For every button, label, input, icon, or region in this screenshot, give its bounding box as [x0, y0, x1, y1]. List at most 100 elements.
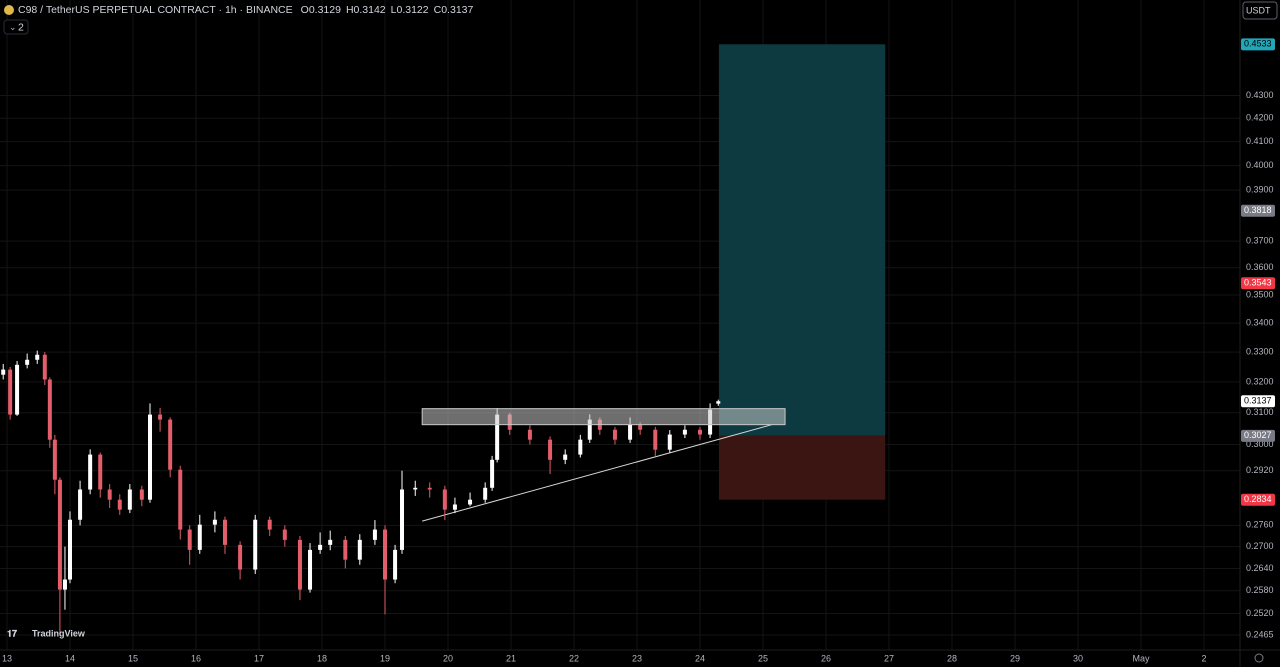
ohlc-values: O 0.3129 H 0.3142 L 0.3122 C 0.3137	[301, 4, 474, 16]
candle-body	[148, 414, 153, 500]
price-tag-label: 0.3543	[1244, 278, 1272, 288]
candle-body	[667, 434, 672, 450]
y-tick-label: 0.3100	[1246, 407, 1274, 417]
x-tick-label: May	[1133, 653, 1151, 663]
candles	[1, 350, 786, 635]
price-tag-label: 0.4533	[1244, 39, 1272, 49]
y-tick-label: 0.2700	[1246, 541, 1274, 551]
candle-body	[308, 549, 313, 590]
price-tag-label: 0.2834	[1244, 494, 1272, 504]
candle-body	[682, 429, 687, 435]
x-tick-label: 17	[254, 653, 264, 663]
y-tick-label: 0.2520	[1246, 608, 1274, 618]
x-tick-label: 18	[317, 653, 327, 663]
profit-zone	[718, 44, 886, 436]
price-tag	[1241, 204, 1275, 217]
x-tick-label: 30	[1073, 653, 1083, 663]
candle-body	[178, 469, 183, 530]
price-tag	[1241, 493, 1275, 506]
price-tag	[1241, 429, 1275, 442]
candle-body	[698, 429, 703, 435]
y-tick-label: 0.2920	[1246, 465, 1274, 475]
brand-name: TradingView	[32, 628, 86, 638]
currency-selector[interactable]: USDT	[1242, 1, 1278, 20]
candle-body	[107, 489, 112, 500]
price-tag	[1241, 277, 1275, 290]
loss-zone	[718, 435, 886, 500]
indicators-count: 2	[18, 21, 24, 33]
x-tick-label: 20	[443, 653, 453, 663]
brand-logo: 𝟏𝟕	[7, 628, 17, 638]
candle-body	[267, 519, 272, 530]
settings-icon[interactable]	[1254, 653, 1264, 663]
candle-body	[88, 454, 93, 490]
ohlc-value: 0.3129	[309, 4, 341, 16]
candle-body	[612, 429, 617, 440]
x-tick-label: 24	[695, 653, 705, 663]
candle-body	[117, 499, 122, 510]
candle-body	[383, 529, 388, 580]
candle-body	[400, 489, 405, 550]
candle-body	[238, 544, 243, 570]
candle-body	[168, 419, 173, 470]
candle-body	[67, 519, 72, 580]
brand: 𝟏𝟕 TradingView	[7, 628, 86, 638]
ohlc-label: H	[346, 4, 354, 16]
candle-body	[328, 539, 333, 545]
candle-body	[495, 414, 500, 460]
candle-body	[413, 487, 418, 490]
candle-body	[587, 419, 592, 440]
header: C98 / TetherUS PERPETUAL CONTRACT · 1h ·…	[3, 4, 474, 35]
candle-body	[42, 354, 47, 380]
candle-body	[222, 519, 227, 545]
trendline	[422, 424, 772, 522]
candle-body	[8, 369, 13, 415]
x-tick-label: 19	[380, 653, 390, 663]
indicators-toggle[interactable]	[3, 19, 29, 35]
candle-body	[578, 439, 583, 455]
candle-body	[158, 414, 163, 420]
y-tick-label: 0.4100	[1246, 136, 1274, 146]
candle-body	[638, 424, 643, 430]
candle-body	[57, 479, 62, 590]
candle-body	[25, 359, 30, 365]
x-tick-label: 23	[632, 653, 642, 663]
candle-body	[343, 539, 348, 560]
candle-body	[393, 549, 398, 580]
candle-body	[1, 369, 6, 375]
candle-body	[563, 454, 568, 460]
y-tick-label: 0.3900	[1246, 185, 1274, 195]
candle-body	[35, 354, 40, 360]
x-tick-label: 2	[1202, 653, 1207, 663]
candle-body	[282, 529, 287, 540]
candle-body	[318, 544, 323, 550]
candle-body	[197, 524, 202, 550]
symbol-logo	[4, 5, 14, 15]
y-tick-label: 0.4000	[1246, 160, 1274, 170]
grid	[0, 0, 1240, 650]
x-tick-label: 26	[821, 653, 831, 663]
price-tag-label: 0.3027	[1244, 430, 1272, 440]
y-tick-label: 0.3500	[1246, 289, 1274, 299]
ohlc-value: 0.3122	[397, 4, 429, 16]
candle-body	[716, 401, 721, 404]
x-tick-label: 15	[128, 653, 138, 663]
x-tick-label: 27	[884, 653, 894, 663]
y-tick-label: 0.4200	[1246, 113, 1274, 123]
x-tick-label: 22	[569, 653, 579, 663]
candle-body	[468, 499, 473, 505]
ohlc-value: 0.3142	[354, 4, 386, 16]
candle-body	[653, 429, 658, 450]
currency-button[interactable]	[1242, 1, 1278, 20]
ohlc-label: C	[434, 4, 442, 16]
ohlc-label: L	[391, 4, 397, 16]
drawings	[422, 44, 886, 522]
price-tag	[1241, 38, 1275, 51]
candle-body	[548, 439, 553, 460]
candle-body	[15, 364, 20, 415]
price-tag	[1241, 395, 1275, 408]
candle-body	[52, 439, 57, 480]
